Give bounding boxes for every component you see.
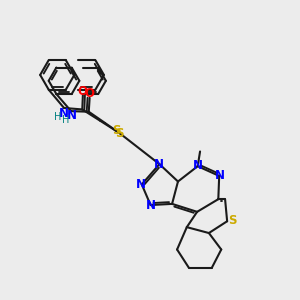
Text: O: O (85, 87, 94, 100)
Text: H: H (54, 112, 61, 122)
Text: N: N (58, 107, 68, 120)
Text: S: S (112, 124, 120, 137)
Text: S: S (116, 127, 124, 140)
Text: N: N (215, 169, 225, 182)
Text: N: N (136, 178, 146, 191)
Text: H: H (62, 115, 69, 125)
Text: S: S (228, 214, 237, 227)
Text: N: N (154, 158, 164, 171)
Text: O: O (78, 85, 88, 98)
Text: N: N (193, 159, 203, 172)
Text: N: N (146, 199, 156, 212)
Text: N: N (67, 110, 77, 122)
